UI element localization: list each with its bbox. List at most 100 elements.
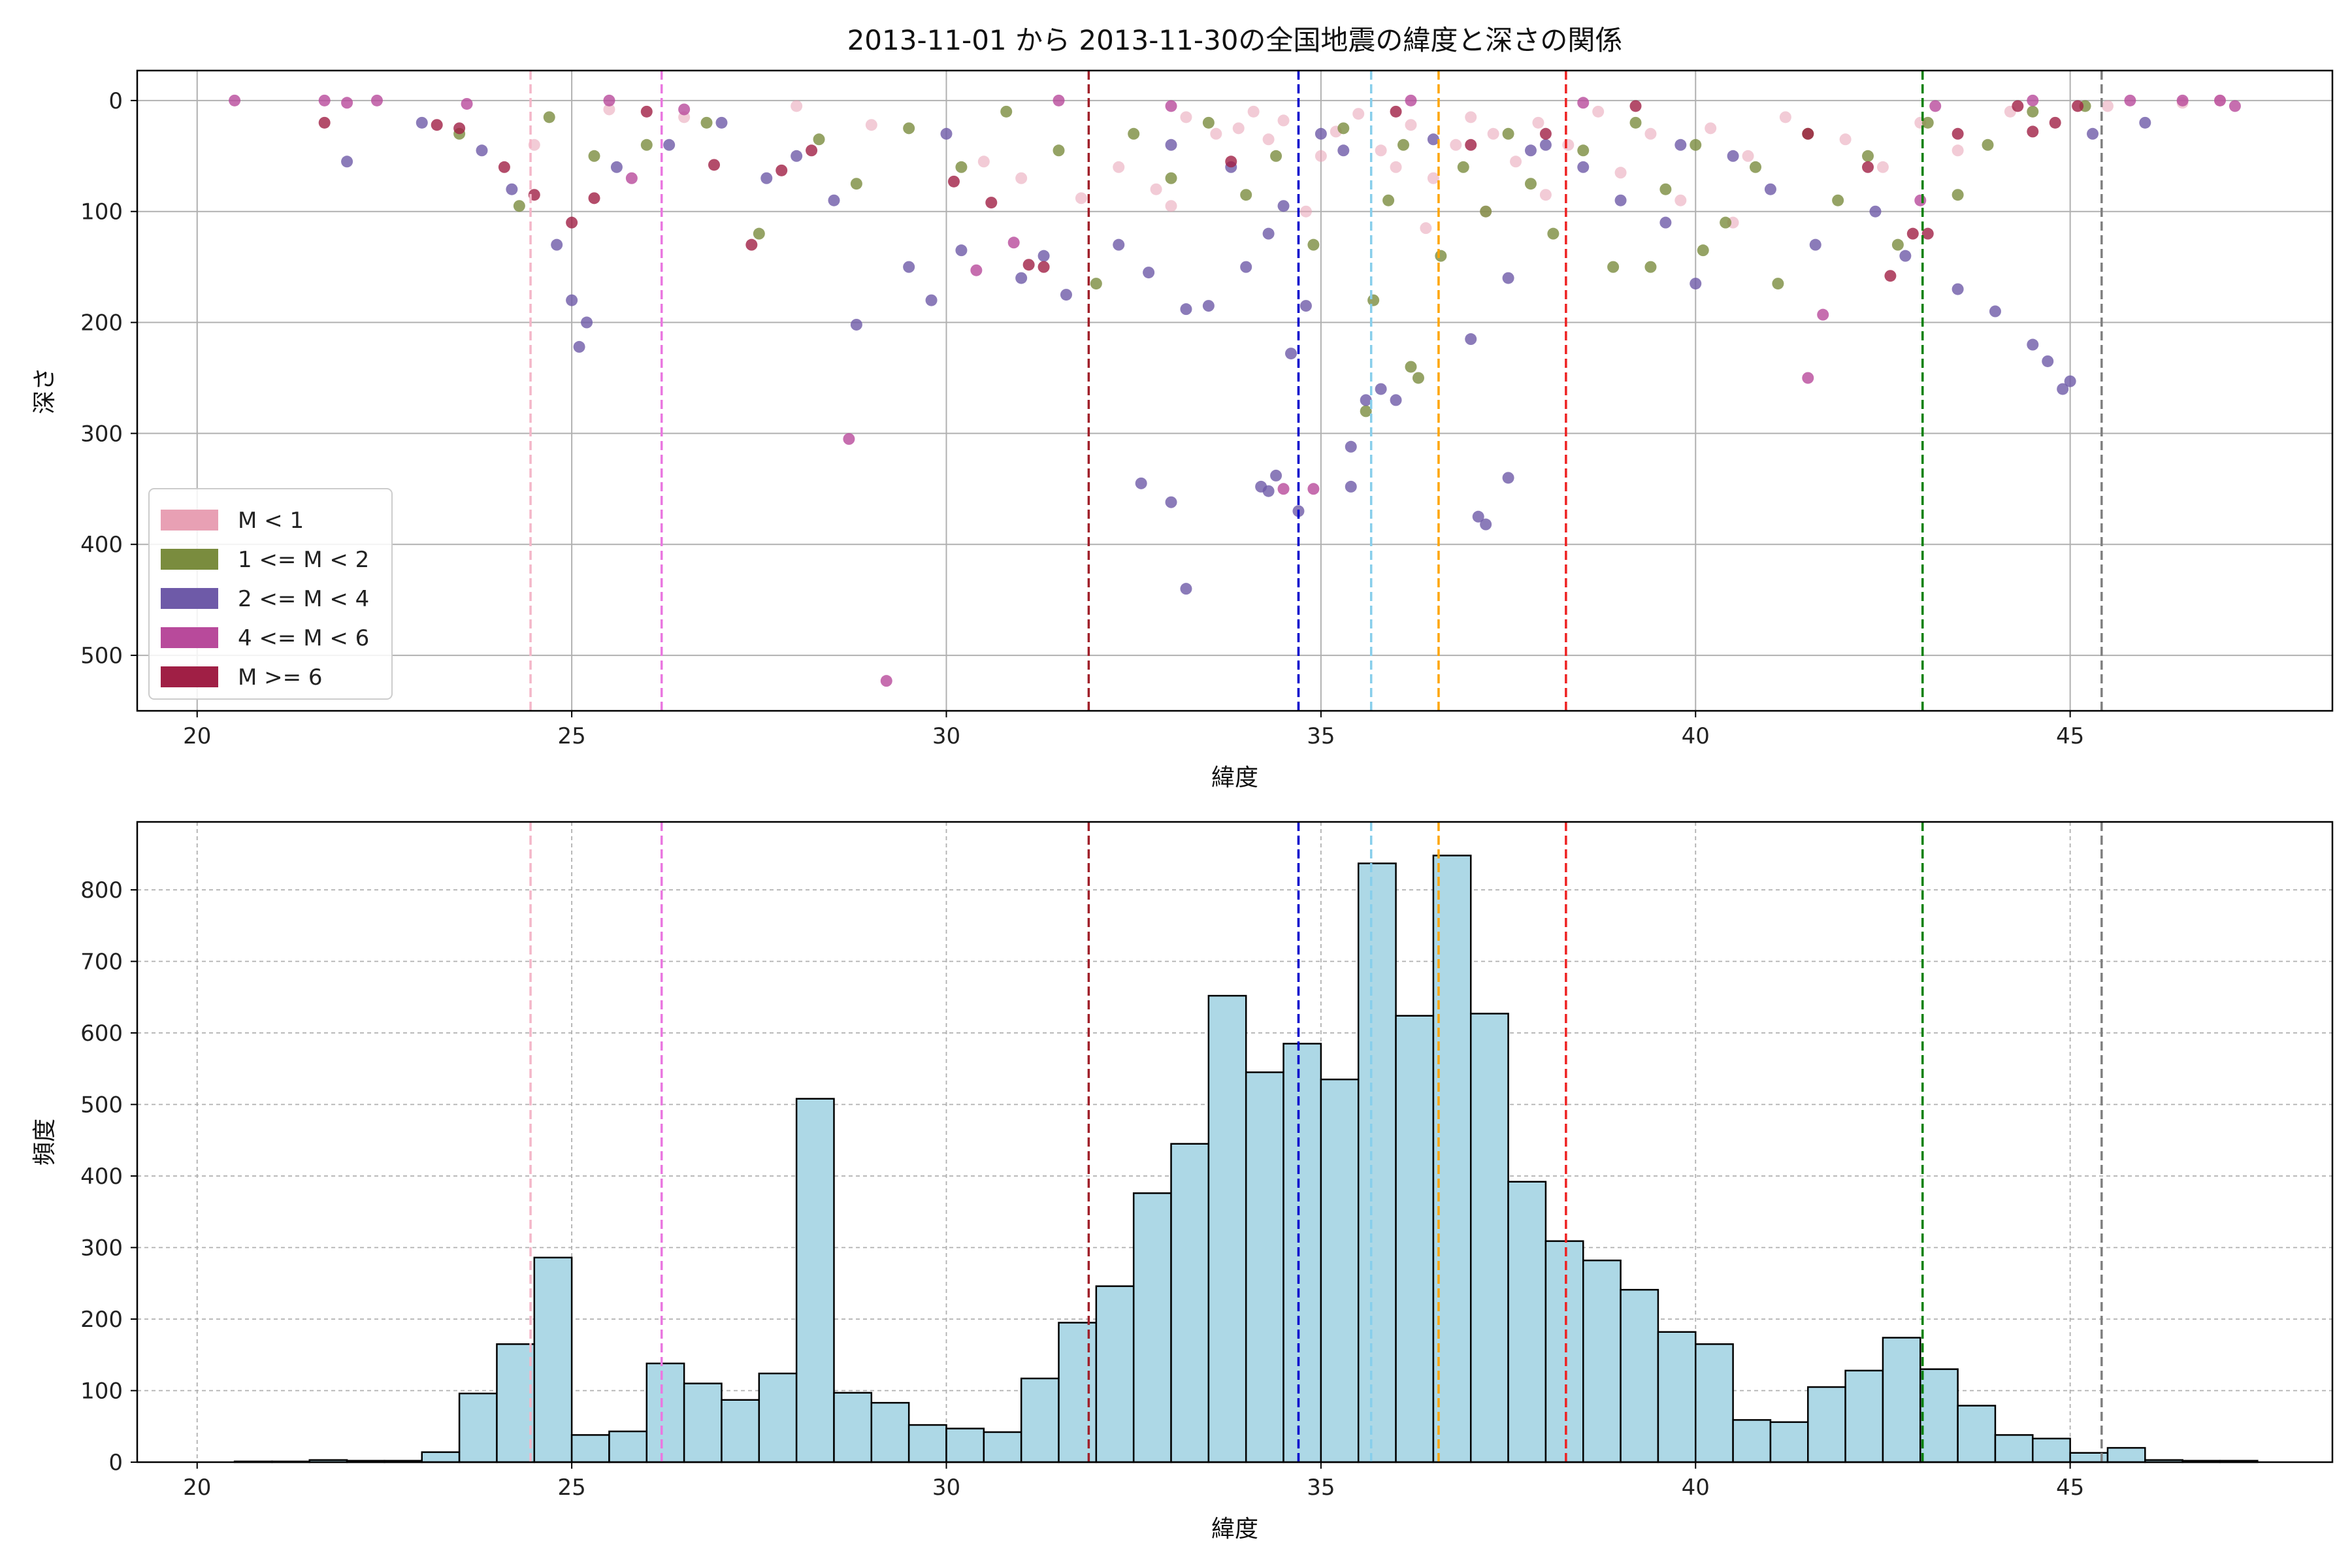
scatter-point xyxy=(581,316,593,329)
scatter-point xyxy=(1809,238,1821,251)
scatter-y-axis-label: 深さ xyxy=(31,367,58,414)
scatter-panel: 2013-11-01 から 2013-11-30の全国地震の緯度と深さの関係 2… xyxy=(31,24,2334,791)
scatter-point xyxy=(1539,189,1552,201)
scatter-point xyxy=(1862,150,1874,162)
scatter-point xyxy=(843,433,855,445)
scatter-point xyxy=(1315,127,1327,140)
histogram-bar xyxy=(533,1256,573,1463)
scatter-point xyxy=(678,103,691,116)
scatter-point xyxy=(2012,100,2024,112)
scatter-point xyxy=(318,94,331,106)
histogram-bar xyxy=(608,1430,648,1463)
scatter-point xyxy=(1262,485,1275,497)
scatter-point xyxy=(1510,155,1522,168)
scatter-point xyxy=(1165,172,1177,184)
scatter-point xyxy=(1270,469,1282,482)
scatter-point xyxy=(1180,583,1192,595)
scatter-point xyxy=(1037,261,1050,273)
histogram-x-tick-label: 35 xyxy=(1307,1475,1335,1501)
scatter-point xyxy=(1524,144,1537,157)
scatter-point xyxy=(1952,144,1964,157)
scatter-point xyxy=(1862,161,1874,173)
histogram-bar xyxy=(1695,1343,1734,1463)
scatter-point xyxy=(865,119,877,131)
scatter-point xyxy=(1772,278,1784,290)
scatter-point xyxy=(1891,238,1904,251)
histogram-x-tick-label: 20 xyxy=(183,1475,211,1501)
scatter-point xyxy=(1143,267,1155,279)
histogram-bar xyxy=(1282,1043,1322,1463)
scatter-point xyxy=(1360,394,1372,406)
scatter-point xyxy=(1007,237,1020,249)
scatter-point xyxy=(745,238,758,251)
scatter-point xyxy=(806,144,818,157)
scatter-point xyxy=(640,139,653,151)
histogram-bar xyxy=(1095,1285,1135,1463)
scatter-point xyxy=(1390,105,1402,118)
scatter-point xyxy=(1705,122,1717,135)
scatter-point xyxy=(1450,139,1462,151)
histogram-x-ticks: 20 25 30 35 40 45 xyxy=(183,1462,2084,1501)
histogram-bar xyxy=(1620,1288,1659,1463)
scatter-point xyxy=(776,164,788,176)
scatter-point xyxy=(1262,227,1275,240)
scatter-point xyxy=(1165,496,1177,508)
scatter-point xyxy=(1405,361,1417,373)
scatter-point xyxy=(2042,355,2054,367)
histogram-panel: 20 25 30 35 40 45 0 100 200 300 400 500 600 700 800 緯… xyxy=(31,821,2334,1543)
scatter-point xyxy=(2213,94,2226,106)
scatter-point xyxy=(1921,116,1934,129)
scatter-point xyxy=(1674,194,1687,206)
histogram-bar xyxy=(1919,1368,1959,1463)
scatter-point xyxy=(1607,261,1620,273)
scatter-point xyxy=(1674,139,1687,151)
scatter-point xyxy=(2064,375,2076,387)
chart-title: 2013-11-01 から 2013-11-30の全国地震の緯度と深さの関係 xyxy=(847,24,1623,56)
scatter-point xyxy=(1075,192,1087,204)
histogram-bar xyxy=(1994,1434,2034,1463)
histogram-bar xyxy=(1769,1421,1809,1463)
scatter-x-tick-label: 35 xyxy=(1307,723,1335,749)
scatter-point xyxy=(2176,94,2189,106)
legend-entries: M < 1 1 <= M < 2 2 <= M < 4 4 <= M < 6 M >= … xyxy=(161,508,369,691)
histogram-y-tick-label: 200 xyxy=(80,1307,123,1333)
scatter-point xyxy=(1539,127,1552,140)
scatter-point xyxy=(1165,200,1177,212)
scatter-point xyxy=(791,100,803,112)
scatter-point xyxy=(640,105,653,118)
scatter-point xyxy=(1989,305,2001,318)
histogram-bar xyxy=(683,1382,723,1463)
scatter-point xyxy=(1000,105,1013,118)
scatter-point xyxy=(1592,105,1605,118)
histogram-y-ticks: 0 100 200 300 400 500 600 700 800 xyxy=(80,877,137,1476)
histogram-bar xyxy=(1170,1143,1210,1463)
scatter-point xyxy=(1690,278,1702,290)
histogram-bar xyxy=(758,1372,798,1463)
scatter-point xyxy=(416,116,428,129)
scatter-point xyxy=(1352,108,1365,120)
histogram-x-axis-label: 緯度 xyxy=(1211,1516,1258,1543)
scatter-point xyxy=(2027,94,2039,106)
scatter-point xyxy=(947,175,960,188)
scatter-point xyxy=(1465,333,1477,346)
scatter-point xyxy=(1727,150,1739,162)
histogram-bar xyxy=(1020,1377,1060,1463)
scatter-point xyxy=(715,116,728,129)
scatter-point xyxy=(2057,383,2069,395)
scatter-point xyxy=(2229,100,2241,112)
scatter-point xyxy=(955,161,968,173)
scatter-point xyxy=(1952,127,1964,140)
scatter-point xyxy=(1577,161,1590,173)
scatter-point xyxy=(850,178,862,190)
scatter-reference-lines xyxy=(529,71,2103,711)
scatter-point xyxy=(1562,139,1575,151)
scatter-point xyxy=(1015,272,1028,284)
scatter-point xyxy=(813,133,825,146)
scatter-point xyxy=(1270,150,1282,162)
scatter-axes-frame xyxy=(136,69,2334,712)
scatter-point xyxy=(1382,194,1395,206)
scatter-point xyxy=(1802,372,1814,384)
histogram-y-tick-label: 300 xyxy=(80,1235,123,1262)
scatter-point xyxy=(1337,144,1350,157)
histogram-y-tick-label: 100 xyxy=(80,1379,123,1405)
